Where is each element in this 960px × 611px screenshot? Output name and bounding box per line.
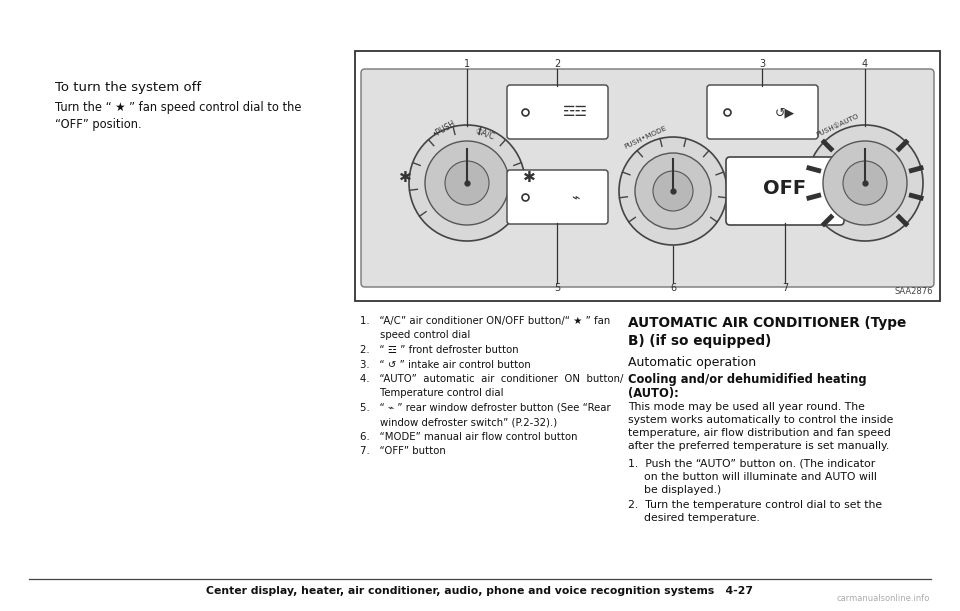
Text: 4.   “AUTO”  automatic  air  conditioner  ON  button/: 4. “AUTO” automatic air conditioner ON b… [360,374,623,384]
Text: speed control dial: speed control dial [380,331,470,340]
Text: To turn the system off: To turn the system off [55,81,202,94]
Circle shape [445,161,489,205]
Text: •PUSH: •PUSH [432,119,458,139]
Text: (AUTO):: (AUTO): [628,387,679,400]
Circle shape [619,137,727,245]
Text: 1.   “A/C” air conditioner ON/OFF button/“ ★ ” fan: 1. “A/C” air conditioner ON/OFF button/“… [360,316,611,326]
Circle shape [653,171,693,211]
Text: 3: 3 [759,59,765,69]
Circle shape [823,141,907,225]
Text: 2: 2 [554,59,560,69]
Text: temperature, air flow distribution and fan speed: temperature, air flow distribution and f… [628,428,891,438]
Text: 2.  Turn the temperature control dial to set the: 2. Turn the temperature control dial to … [628,500,882,510]
Text: be displayed.): be displayed.) [644,485,721,495]
Bar [355,51,940,301]
Text: B) (if so equipped): B) (if so equipped) [628,334,771,348]
Text: desired temperature.: desired temperature. [644,513,760,523]
FancyBboxPatch shape [507,170,608,224]
Text: ⌁: ⌁ [571,190,579,204]
Text: ↺▶: ↺▶ [775,106,795,120]
Text: Center display, heater, air conditioner, audio, phone and voice recognition syst: Center display, heater, air conditioner,… [206,586,754,596]
Text: ①A/C: ①A/C [474,126,496,141]
Circle shape [807,125,923,241]
Text: Automatic operation: Automatic operation [628,356,756,369]
Text: 6: 6 [670,283,676,293]
Text: This mode may be used all year round. The: This mode may be used all year round. Th… [628,402,865,412]
Text: 4: 4 [862,59,868,69]
Circle shape [425,141,509,225]
Circle shape [635,153,711,229]
Text: AUTOMATIC AIR CONDITIONER (Type: AUTOMATIC AIR CONDITIONER (Type [628,316,906,330]
Text: OFF: OFF [763,180,806,199]
Circle shape [409,125,525,241]
Text: 3.   “ ↺ ” intake air control button: 3. “ ↺ ” intake air control button [360,359,531,370]
Text: PUSH①AUTO: PUSH①AUTO [815,113,859,138]
Text: carmanualsonline.info: carmanualsonline.info [836,594,930,603]
Text: window defroster switch” (P.2-32).): window defroster switch” (P.2-32).) [380,417,557,428]
Text: 6.   “MODE” manual air flow control button: 6. “MODE” manual air flow control button [360,432,578,442]
Text: Turn the “ ★ ” fan speed control dial to the: Turn the “ ★ ” fan speed control dial to… [55,101,301,114]
Text: PUSH•MODE: PUSH•MODE [623,125,667,150]
Text: 7: 7 [781,283,788,293]
Text: 7.   “OFF” button: 7. “OFF” button [360,447,445,456]
FancyBboxPatch shape [361,69,934,287]
Text: “OFF” position.: “OFF” position. [55,118,142,131]
Text: 1.  Push the “AUTO” button on. (The indicator: 1. Push the “AUTO” button on. (The indic… [628,459,876,469]
Circle shape [843,161,887,205]
Text: on the button will illuminate and AUTO will: on the button will illuminate and AUTO w… [644,472,876,482]
Text: 5.   “ ⌁ ” rear window defroster button (See “Rear: 5. “ ⌁ ” rear window defroster button (S… [360,403,611,413]
Text: ☲☲: ☲☲ [563,105,588,119]
Text: ✱: ✱ [398,170,412,186]
Text: 5: 5 [554,283,560,293]
Text: system works automatically to control the inside: system works automatically to control th… [628,415,894,425]
Text: 1: 1 [464,59,470,69]
Text: ✱: ✱ [522,170,536,186]
Text: 2.   “ ☲ ” front defroster button: 2. “ ☲ ” front defroster button [360,345,518,355]
FancyBboxPatch shape [507,85,608,139]
Text: after the preferred temperature is set manually.: after the preferred temperature is set m… [628,441,889,451]
FancyBboxPatch shape [726,157,844,225]
Text: Cooling and/or dehumidified heating: Cooling and/or dehumidified heating [628,373,867,386]
Text: Temperature control dial: Temperature control dial [380,389,503,398]
Text: SAA2876: SAA2876 [895,287,933,296]
FancyBboxPatch shape [707,85,818,139]
